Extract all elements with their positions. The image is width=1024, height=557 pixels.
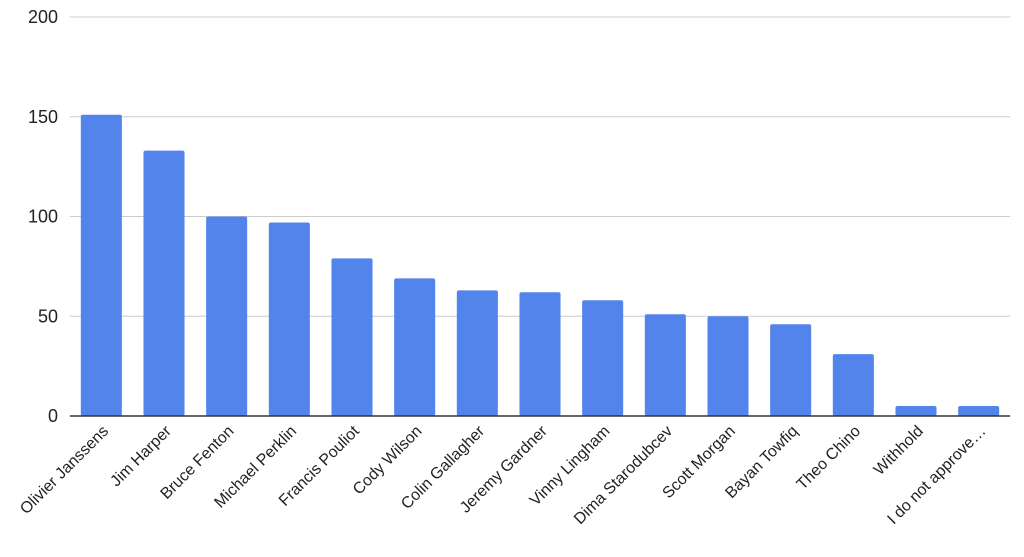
bar [456, 290, 498, 416]
y-tick-label: 200 [28, 7, 58, 27]
bar [770, 324, 812, 416]
y-tick-label: 0 [48, 406, 58, 426]
bar [519, 292, 561, 416]
y-tick-label: 100 [28, 207, 58, 227]
bar [206, 216, 248, 416]
x-category-label: Theo Chino [794, 423, 865, 494]
bar [394, 278, 436, 416]
y-tick-label: 150 [28, 107, 58, 127]
x-category-label: Jim Harper [107, 422, 175, 490]
bar [582, 300, 624, 416]
x-category-label: Withhold [871, 423, 927, 479]
bar [644, 314, 686, 416]
bar [268, 222, 310, 416]
bar [832, 354, 874, 416]
bar [958, 406, 1000, 416]
bars [80, 114, 1000, 417]
bar [80, 114, 122, 416]
y-tick-label: 50 [38, 306, 58, 326]
bar [331, 258, 373, 416]
y-axis-tick-labels: 0 50 100 150 200 [28, 7, 58, 426]
bar [895, 406, 937, 416]
bar [707, 316, 749, 416]
bar [143, 150, 185, 417]
x-category-label: Olivier Janssens [17, 423, 112, 518]
